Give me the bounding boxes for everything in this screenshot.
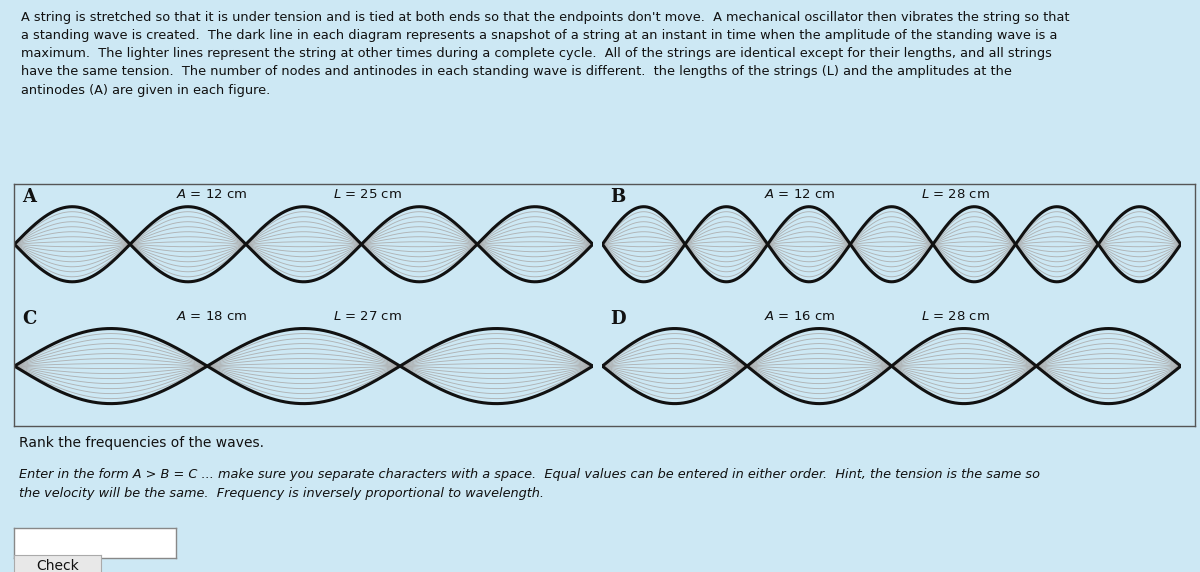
Text: D: D — [610, 309, 625, 328]
Text: $\mathit{L}$ = 27 cm: $\mathit{L}$ = 27 cm — [332, 309, 402, 323]
Text: $\mathit{A}$ = 18 cm: $\mathit{A}$ = 18 cm — [176, 309, 247, 323]
Text: A: A — [22, 188, 36, 206]
Text: B: B — [610, 188, 625, 206]
Text: $\mathit{L}$ = 25 cm: $\mathit{L}$ = 25 cm — [332, 188, 402, 201]
Text: $\mathit{L}$ = 28 cm: $\mathit{L}$ = 28 cm — [920, 188, 990, 201]
Text: C: C — [22, 309, 36, 328]
Text: Enter in the form A > B = C ... make sure you separate characters with a space. : Enter in the form A > B = C ... make sur… — [19, 468, 1040, 500]
Text: A string is stretched so that it is under tension and is tied at both ends so th: A string is stretched so that it is unde… — [22, 11, 1070, 97]
Text: $\mathit{A}$ = 16 cm: $\mathit{A}$ = 16 cm — [764, 309, 835, 323]
Text: Rank the frequencies of the waves.: Rank the frequencies of the waves. — [19, 436, 264, 450]
Text: $\mathit{A}$ = 12 cm: $\mathit{A}$ = 12 cm — [764, 188, 835, 201]
Text: $\mathit{A}$ = 12 cm: $\mathit{A}$ = 12 cm — [176, 188, 247, 201]
Text: $\mathit{L}$ = 28 cm: $\mathit{L}$ = 28 cm — [920, 309, 990, 323]
Text: Check: Check — [36, 559, 79, 572]
